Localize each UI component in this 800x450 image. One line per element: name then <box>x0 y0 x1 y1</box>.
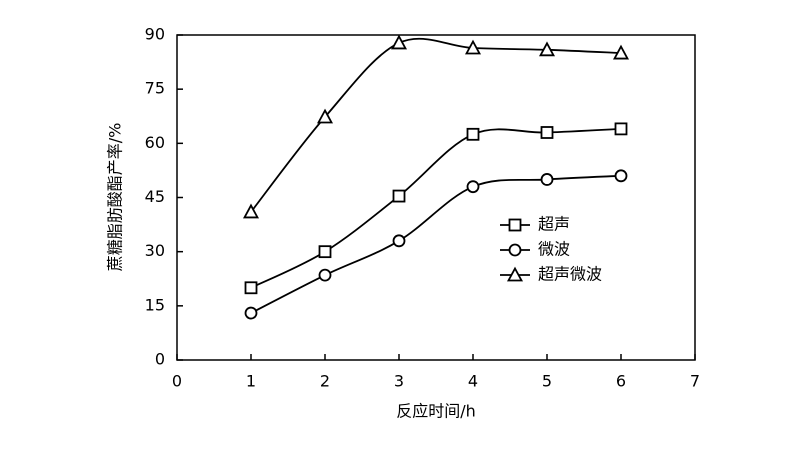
marker <box>466 180 480 194</box>
marker <box>316 108 334 124</box>
marker <box>318 245 332 259</box>
marker <box>540 173 554 186</box>
legend-marker <box>508 218 522 232</box>
legend-marker <box>508 243 522 257</box>
x-tick-label: 0 <box>172 372 182 391</box>
y-tick-label: 0 <box>155 350 165 369</box>
legend-label: 超声 <box>538 215 570 234</box>
marker <box>392 234 406 248</box>
x-tick-label: 1 <box>246 372 256 391</box>
marker <box>318 268 332 282</box>
x-tick-label: 4 <box>468 372 478 391</box>
marker <box>392 189 406 203</box>
legend-label: 超声微波 <box>538 265 602 284</box>
y-tick-label: 60 <box>145 133 165 152</box>
x-tick-label: 7 <box>690 372 700 391</box>
y-tick-label: 45 <box>145 187 165 206</box>
legend-label: 微波 <box>538 240 570 259</box>
x-tick-label: 5 <box>542 372 552 391</box>
series-line <box>250 37 622 213</box>
legend-marker <box>506 266 524 282</box>
marker <box>614 169 628 183</box>
marker <box>390 34 408 50</box>
marker <box>466 127 480 141</box>
x-axis-label: 反应时间/h <box>396 402 476 421</box>
marker <box>244 306 258 320</box>
y-tick-label: 75 <box>145 79 165 98</box>
marker <box>612 44 630 60</box>
x-tick-label: 3 <box>394 372 404 391</box>
y-tick-label: 90 <box>145 25 165 44</box>
marker <box>538 41 556 57</box>
y-tick-label: 15 <box>145 295 165 314</box>
y-tick-label: 30 <box>145 241 165 260</box>
x-tick-label: 2 <box>320 372 330 391</box>
y-axis-label: 蔗糖脂肪酸酯产率/% <box>106 123 125 272</box>
x-tick-label: 6 <box>616 372 626 391</box>
marker <box>464 39 482 55</box>
marker <box>614 122 628 136</box>
marker <box>540 126 554 139</box>
marker <box>244 281 258 295</box>
marker <box>242 203 260 219</box>
